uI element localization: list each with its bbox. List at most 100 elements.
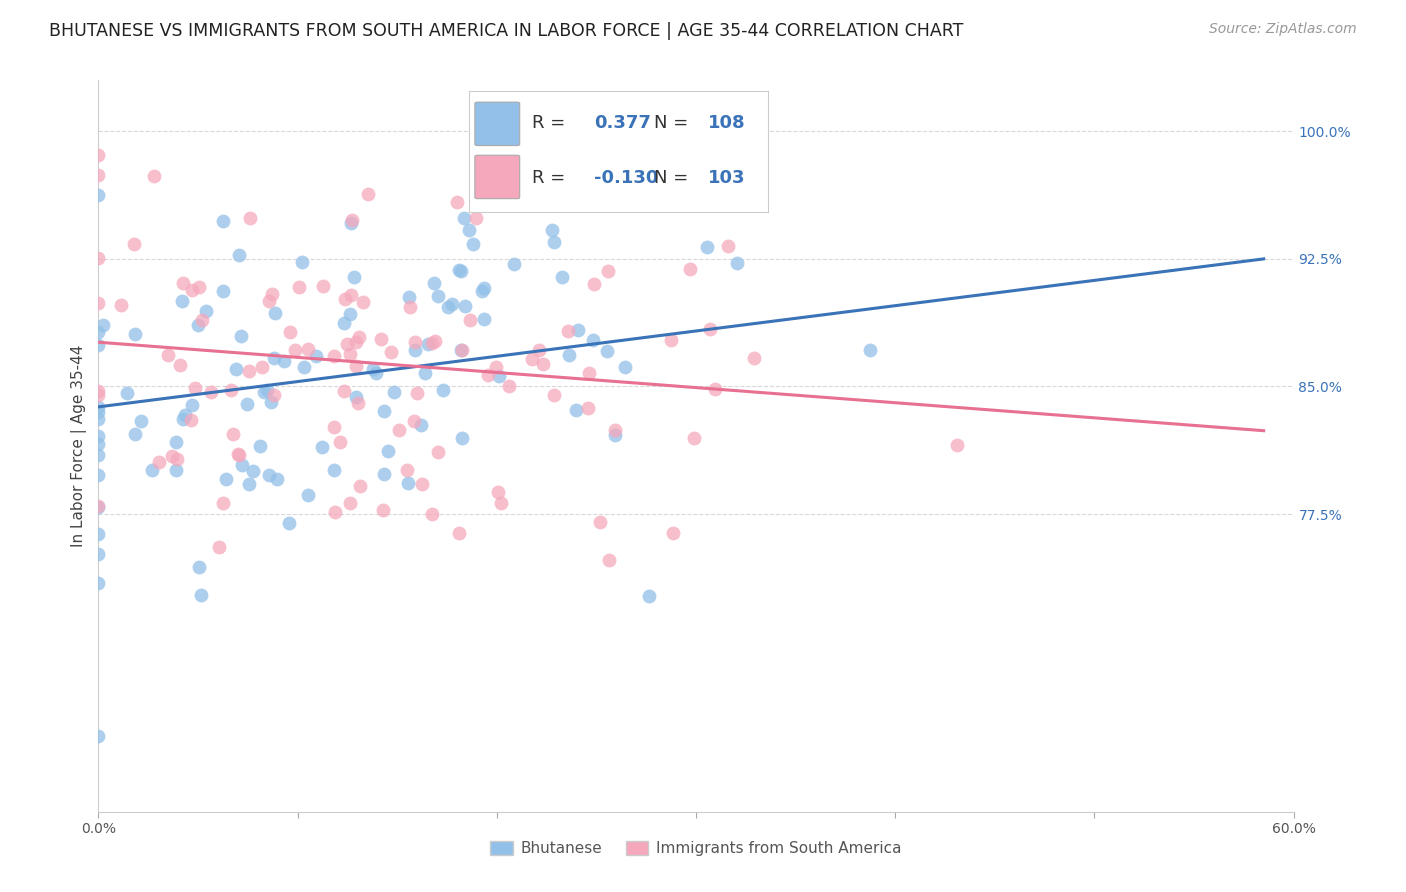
Point xyxy=(373,503,395,517)
Point xyxy=(231,329,253,343)
Point xyxy=(357,187,380,202)
Point xyxy=(344,390,367,404)
Point xyxy=(165,435,187,450)
Point xyxy=(427,444,450,458)
Point xyxy=(464,211,486,226)
Point xyxy=(277,516,299,531)
Point xyxy=(582,334,605,348)
Point xyxy=(340,213,363,227)
Point xyxy=(589,515,612,529)
Point xyxy=(249,439,271,453)
Point xyxy=(347,329,370,343)
Point xyxy=(742,351,765,365)
Point xyxy=(382,385,405,400)
Point xyxy=(173,409,195,423)
Point xyxy=(253,384,276,399)
Point xyxy=(396,463,419,477)
Point xyxy=(231,458,253,473)
Point xyxy=(180,412,202,426)
Point xyxy=(187,559,209,574)
Point xyxy=(257,293,280,308)
Point xyxy=(637,589,659,603)
Y-axis label: In Labor Force | Age 35-44: In Labor Force | Age 35-44 xyxy=(72,345,87,547)
Point xyxy=(222,427,245,442)
Point xyxy=(458,312,481,326)
Point xyxy=(200,384,222,399)
Point xyxy=(190,588,212,602)
Point xyxy=(458,223,481,237)
Point xyxy=(256,383,278,397)
Point xyxy=(662,525,685,540)
Point xyxy=(87,500,110,514)
Point xyxy=(297,488,319,502)
Point xyxy=(349,479,371,493)
Point xyxy=(238,476,260,491)
Point xyxy=(420,508,443,522)
Point xyxy=(551,269,574,284)
Point xyxy=(859,343,882,357)
Point xyxy=(336,337,359,351)
Point xyxy=(388,423,411,437)
Point xyxy=(87,437,110,451)
Point xyxy=(373,467,395,481)
Point xyxy=(522,351,544,366)
Point xyxy=(404,334,426,349)
Point xyxy=(503,257,526,271)
Point xyxy=(87,400,110,414)
Point xyxy=(411,476,433,491)
Point xyxy=(165,463,187,477)
Point xyxy=(373,403,395,417)
Point xyxy=(191,313,214,327)
Point xyxy=(725,256,748,270)
Point xyxy=(87,337,110,351)
Point xyxy=(172,277,194,291)
Point xyxy=(488,369,510,384)
Point xyxy=(945,438,967,452)
Point xyxy=(225,361,247,376)
Point xyxy=(339,496,361,510)
Point xyxy=(614,360,637,375)
Point xyxy=(141,463,163,477)
Point xyxy=(87,411,110,425)
Point xyxy=(211,284,233,298)
Point xyxy=(273,353,295,368)
Point xyxy=(214,473,236,487)
Point xyxy=(451,343,474,358)
Point xyxy=(472,312,495,326)
Point xyxy=(93,318,115,332)
Point xyxy=(409,417,432,432)
Point xyxy=(129,414,152,428)
Point xyxy=(87,251,110,265)
Point xyxy=(683,431,706,445)
Point xyxy=(292,360,315,375)
Point xyxy=(333,316,356,330)
Point xyxy=(449,262,471,277)
Point xyxy=(603,428,626,442)
Point xyxy=(450,343,472,357)
Point xyxy=(124,426,146,441)
Point xyxy=(565,403,588,417)
Point xyxy=(531,357,554,371)
Point xyxy=(181,283,204,297)
Point xyxy=(323,349,346,363)
Point xyxy=(297,342,319,356)
Point xyxy=(157,348,180,362)
Point xyxy=(124,327,146,342)
Point xyxy=(343,270,366,285)
Point xyxy=(489,123,512,137)
Point xyxy=(596,343,619,358)
Point xyxy=(450,264,472,278)
Point xyxy=(696,240,718,254)
Point xyxy=(122,236,145,251)
Point xyxy=(311,441,333,455)
Point xyxy=(396,476,419,491)
Point xyxy=(169,358,191,372)
Point xyxy=(212,496,235,510)
Point xyxy=(187,318,209,332)
Legend: Bhutanese, Immigrants from South America: Bhutanese, Immigrants from South America xyxy=(484,835,908,863)
Point xyxy=(339,307,361,321)
Point xyxy=(250,359,273,374)
Point xyxy=(87,188,110,202)
Point xyxy=(582,277,605,291)
Point xyxy=(557,324,579,338)
